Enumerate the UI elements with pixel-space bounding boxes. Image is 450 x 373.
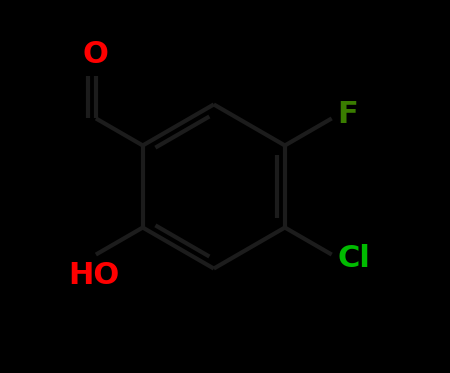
Text: O: O	[83, 40, 109, 69]
Text: HO: HO	[68, 261, 120, 290]
Text: Cl: Cl	[338, 244, 370, 273]
Text: F: F	[338, 100, 358, 129]
